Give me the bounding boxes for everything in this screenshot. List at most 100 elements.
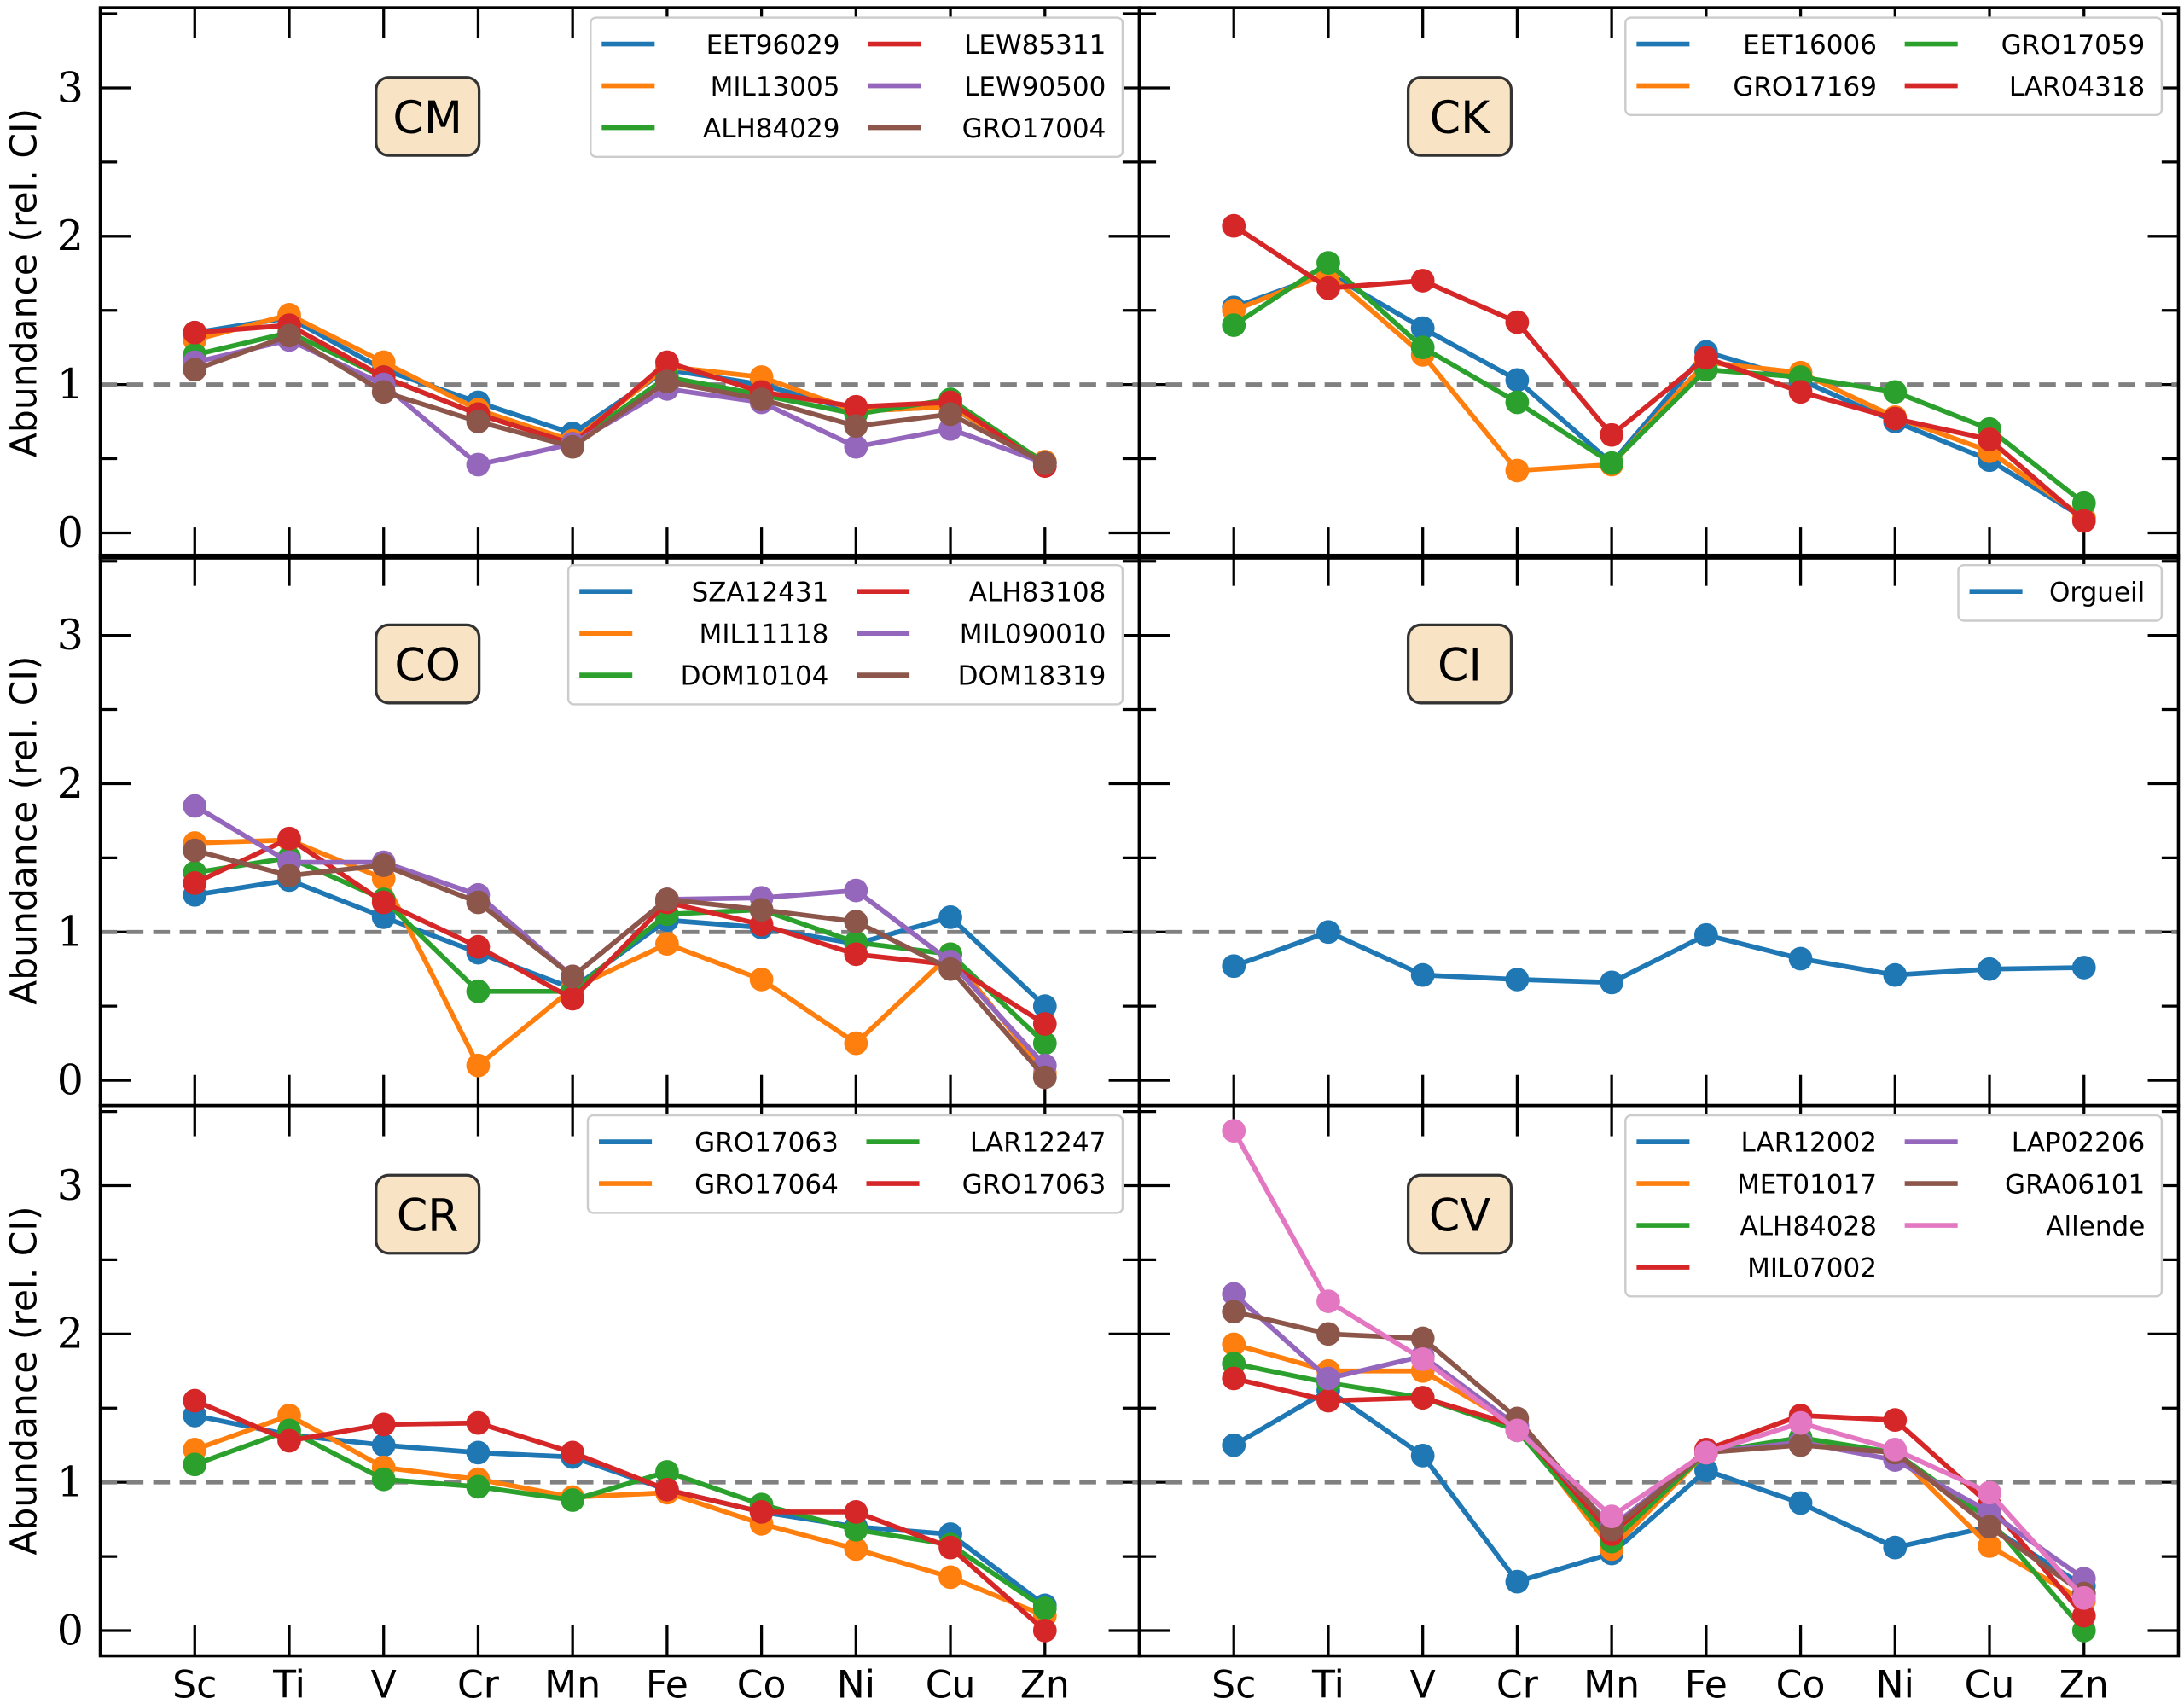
- x-tick-label: V: [371, 1664, 397, 1704]
- data-point: [1410, 316, 1435, 340]
- data-point: [844, 1500, 868, 1524]
- data-point: [1316, 276, 1340, 300]
- y-tick-label: 0: [57, 1606, 84, 1655]
- panel-label-box: [1406, 623, 1513, 705]
- data-point: [655, 369, 679, 394]
- data-point: [1505, 368, 1530, 393]
- data-point: [1600, 451, 1624, 475]
- data-point: [1693, 922, 1718, 947]
- panel-co: 0 1 2 3 Abundance (rel. CI) CO SZA12431 MIL1111…: [3, 553, 1141, 1108]
- data-point: [1316, 1388, 1340, 1413]
- legend-label: EET16006: [1743, 30, 1877, 61]
- data-point: [1693, 1440, 1718, 1465]
- legend-label: GRO17063: [962, 1169, 1107, 1200]
- panel-label-box: [375, 623, 481, 705]
- legend: SZA12431 MIL11118 DOM10104 ALH83108 MIL09001…: [566, 563, 1124, 706]
- data-point: [1316, 1289, 1340, 1313]
- y-axis-label: Abundance (rel. CI): [3, 1206, 45, 1555]
- data-point: [466, 410, 491, 433]
- x-tick-label: Zn: [2059, 1664, 2109, 1704]
- data-point: [466, 1053, 491, 1078]
- legend-label: MET01017: [1737, 1169, 1877, 1200]
- legend-label: Allende: [2046, 1211, 2145, 1242]
- legend-box: [586, 1114, 1124, 1214]
- series-line: [194, 315, 1047, 466]
- data-point: [1032, 451, 1057, 475]
- x-tick-label: Ti: [272, 1664, 305, 1704]
- data-point: [1600, 970, 1624, 995]
- data-point: [1788, 1410, 1813, 1435]
- legend-label: DOM18319: [958, 661, 1107, 692]
- x-tick-label: Cr: [457, 1664, 500, 1704]
- data-point: [1316, 251, 1340, 275]
- series-line: [194, 1412, 1046, 1619]
- data-point: [466, 890, 491, 915]
- series-orgueil: [1222, 920, 2096, 995]
- axes-frame: [1137, 1103, 2181, 1658]
- data-point: [561, 964, 585, 989]
- axes-frame: [1137, 553, 2181, 1108]
- data-point: [371, 853, 396, 877]
- data-point: [844, 910, 868, 933]
- x-tick-label: Fe: [1685, 1664, 1728, 1704]
- panel-label: CR: [397, 1191, 459, 1242]
- data-point: [1032, 994, 1057, 1019]
- data-point: [1978, 1515, 2001, 1539]
- panel-label: CV: [1429, 1191, 1490, 1242]
- series-lew85311: [183, 313, 1057, 479]
- legend-label: GRO17063: [694, 1128, 839, 1159]
- data-point: [749, 968, 774, 992]
- data-point: [1316, 920, 1340, 945]
- legend-label: ALH83108: [969, 578, 1107, 608]
- data-point: [1316, 1322, 1340, 1346]
- x-tick-label: Ni: [837, 1664, 875, 1704]
- data-point: [1693, 1458, 1718, 1483]
- data-point: [466, 1474, 491, 1499]
- data-point: [1883, 406, 1908, 431]
- legend-label: DOM10104: [681, 661, 829, 692]
- data-point: [1410, 269, 1435, 293]
- legend-label: MIL090010: [960, 619, 1107, 650]
- data-point: [1222, 1332, 1246, 1357]
- data-point: [466, 1440, 491, 1465]
- legend-box: [1957, 563, 2164, 622]
- y-tick-label: 2: [57, 212, 84, 260]
- data-point: [938, 957, 962, 981]
- data-point: [371, 380, 396, 404]
- data-point: [749, 387, 774, 411]
- data-point: [183, 358, 207, 382]
- data-point: [183, 871, 207, 895]
- legend-label: Orgueil: [2049, 578, 2145, 608]
- data-point: [655, 350, 679, 375]
- data-point: [1505, 1418, 1530, 1443]
- data-point: [2071, 1603, 2096, 1628]
- legend-label: GRO17059: [2001, 30, 2146, 61]
- data-point: [2071, 509, 2096, 533]
- data-point: [1032, 1619, 1057, 1643]
- series-line: [194, 329, 1047, 466]
- panel-cr: Sc Ti V Cr Mn Fe Co Ni Cu Zn 0 1 2 3 Abundance (rel. C…: [3, 1103, 1141, 1704]
- data-point: [655, 1460, 679, 1484]
- y-axis-label: Abundance (rel. CI): [3, 656, 45, 1005]
- series-line: [194, 1428, 1047, 1611]
- legend: LAR12002 MET01017 ALH84028 MIL07002 LAP02206…: [1624, 1114, 2164, 1298]
- data-point: [1978, 1480, 2001, 1505]
- data-point: [1410, 335, 1435, 360]
- data-point: [1883, 1438, 1908, 1462]
- series-line: [195, 323, 1047, 468]
- data-point: [561, 1440, 585, 1465]
- data-point: [1222, 954, 1246, 979]
- data-point: [1505, 968, 1530, 992]
- data-point: [1505, 458, 1530, 483]
- data-point: [1883, 962, 1908, 987]
- legend-label: LEW90500: [964, 72, 1106, 102]
- series-line: [1232, 259, 2086, 505]
- series-lar12247: [183, 1418, 1057, 1620]
- data-point: [466, 979, 491, 1003]
- data-point: [844, 1031, 868, 1056]
- data-point: [2071, 956, 2096, 980]
- panel-ck: CK EET16006 GRO17169 GRO17059 LAR04318: [1137, 6, 2181, 560]
- data-point: [2071, 1585, 2096, 1610]
- series-line: [1233, 1361, 2086, 1632]
